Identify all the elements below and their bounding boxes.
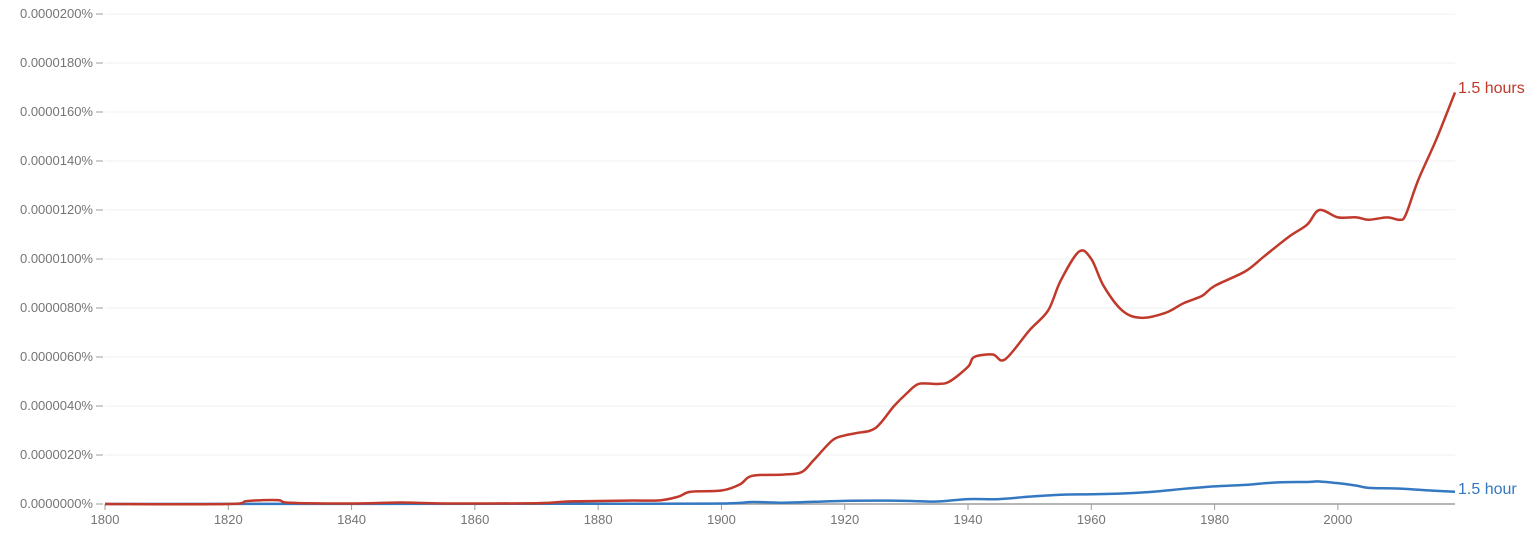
- y-tick-label: 0.0000140%: [20, 153, 93, 168]
- y-tick-label: 0.0000000%: [20, 496, 93, 511]
- series-line-1-5-hours[interactable]: [104, 91, 1457, 506]
- y-tick-label: 0.0000100%: [20, 251, 93, 266]
- gridlines: [105, 13, 1455, 456]
- y-tick-label: 0.0000160%: [20, 104, 93, 119]
- y-tick-label: 0.0000180%: [20, 55, 93, 70]
- x-tick-label: 1860: [460, 512, 489, 527]
- y-tick-label: 0.0000200%: [20, 6, 93, 21]
- series-line-1-5-hour[interactable]: [104, 480, 1456, 506]
- x-tick-label: 1940: [954, 512, 983, 527]
- x-tick-label: 1960: [1077, 512, 1106, 527]
- x-tick-label: 1800: [91, 512, 120, 527]
- x-tick-label: 1880: [584, 512, 613, 527]
- y-tick-label: 0.0000060%: [20, 349, 93, 364]
- y-tick-label: 0.0000120%: [20, 202, 93, 217]
- y-tick-label: 0.0000080%: [20, 300, 93, 315]
- x-tick-label: 1920: [830, 512, 859, 527]
- y-tick-label: 0.0000040%: [20, 398, 93, 413]
- series-lines: [104, 91, 1457, 506]
- series-label-1-5-hours[interactable]: 1.5 hours: [1458, 80, 1525, 97]
- x-tick-label: 2000: [1323, 512, 1352, 527]
- series-label-1-5-hour[interactable]: 1.5 hour: [1458, 481, 1517, 498]
- x-tick-label: 1980: [1200, 512, 1229, 527]
- y-axis: 0.0000000% 0.0000020% 0.0000040% 0.0000060%…: [20, 6, 103, 511]
- x-tick-label: 1840: [337, 512, 366, 527]
- x-axis: 1800 1820 1840 1860 1880 1900 1920 1940 1960 1980…: [91, 503, 1455, 527]
- x-tick-label: 1820: [214, 512, 243, 527]
- x-tick-label: 1900: [707, 512, 736, 527]
- y-tick-label: 0.0000020%: [20, 447, 93, 462]
